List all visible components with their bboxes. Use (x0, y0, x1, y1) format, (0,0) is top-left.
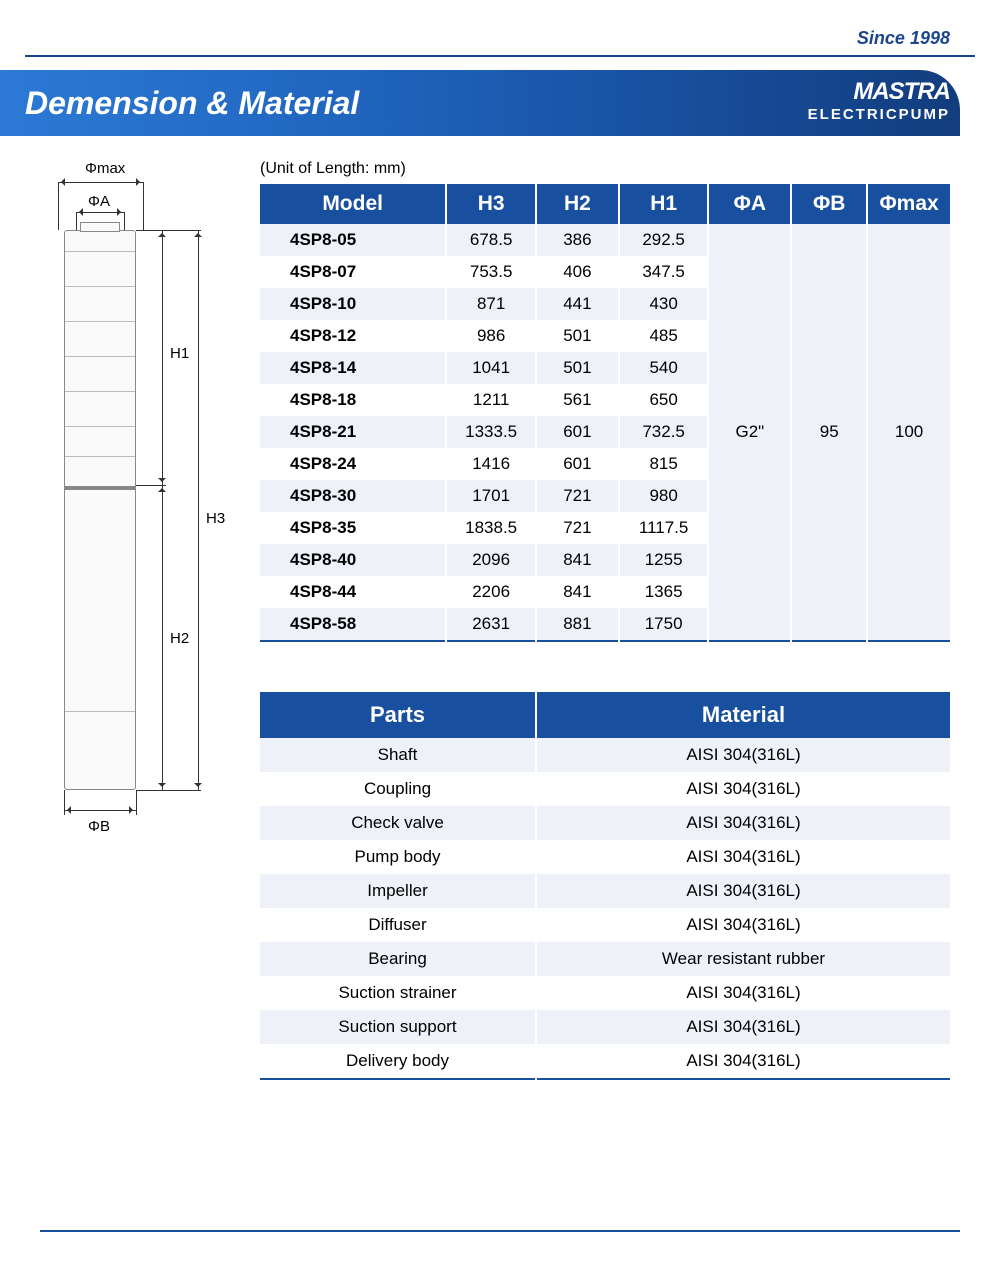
top-divider (25, 55, 975, 57)
table-row: ShaftAISI 304(316L) (260, 738, 950, 772)
registered-mark: ® (953, 75, 962, 89)
arrow-phi-a (76, 212, 124, 213)
mat-col-header: Parts (260, 692, 536, 738)
dim-col-header: Model (260, 184, 446, 224)
arrow-h3 (198, 230, 199, 790)
brand-subtitle: ELECTRICPUMP (808, 106, 950, 123)
table-row: DiffuserAISI 304(316L) (260, 908, 950, 942)
table-row: Suction supportAISI 304(316L) (260, 1010, 950, 1044)
pump-body-outline (64, 230, 136, 790)
label-h3: H3 (206, 510, 225, 527)
label-phi-a: ΦA (88, 193, 110, 210)
dim-col-header: Φmax (867, 184, 950, 224)
page-title: Demension & Material (25, 85, 359, 122)
table-row: Delivery bodyAISI 304(316L) (260, 1044, 950, 1079)
table-row: 4SP8-05678.5386292.5G2"95100 (260, 224, 950, 256)
dim-col-header: ΦB (791, 184, 867, 224)
material-table: PartsMaterial ShaftAISI 304(316L)Couplin… (260, 692, 950, 1080)
table-row: Check valveAISI 304(316L) (260, 806, 950, 840)
label-phi-max: Φmax (85, 160, 125, 177)
unit-note: (Unit of Length: mm) (260, 160, 950, 178)
table-row: BearingWear resistant rubber (260, 942, 950, 976)
bottom-divider (40, 1230, 960, 1232)
dim-col-header: H3 (446, 184, 536, 224)
dim-col-header: H1 (619, 184, 709, 224)
table-row: Pump bodyAISI 304(316L) (260, 840, 950, 874)
since-tagline: Since 1998 (857, 28, 950, 49)
dim-col-header: ΦA (708, 184, 791, 224)
pump-diagram: Φmax ΦA (50, 160, 230, 1080)
label-h1: H1 (170, 345, 189, 362)
arrow-h1 (162, 230, 163, 485)
arrow-phi-b (64, 810, 136, 811)
brand-block: MASTRA ELECTRICPUMP (808, 78, 950, 123)
arrow-h2 (162, 485, 163, 790)
mat-col-header: Material (536, 692, 950, 738)
table-row: ImpellerAISI 304(316L) (260, 874, 950, 908)
table-row: CouplingAISI 304(316L) (260, 772, 950, 806)
dimension-table: ModelH3H2H1ΦAΦBΦmax 4SP8-05678.5386292.5… (260, 184, 950, 642)
arrow-phi-max (58, 182, 143, 183)
label-phi-b: ΦB (88, 818, 110, 835)
dim-col-header: H2 (536, 184, 619, 224)
label-h2: H2 (170, 630, 189, 647)
brand-logo: MASTRA (808, 78, 950, 106)
table-row: Suction strainerAISI 304(316L) (260, 976, 950, 1010)
